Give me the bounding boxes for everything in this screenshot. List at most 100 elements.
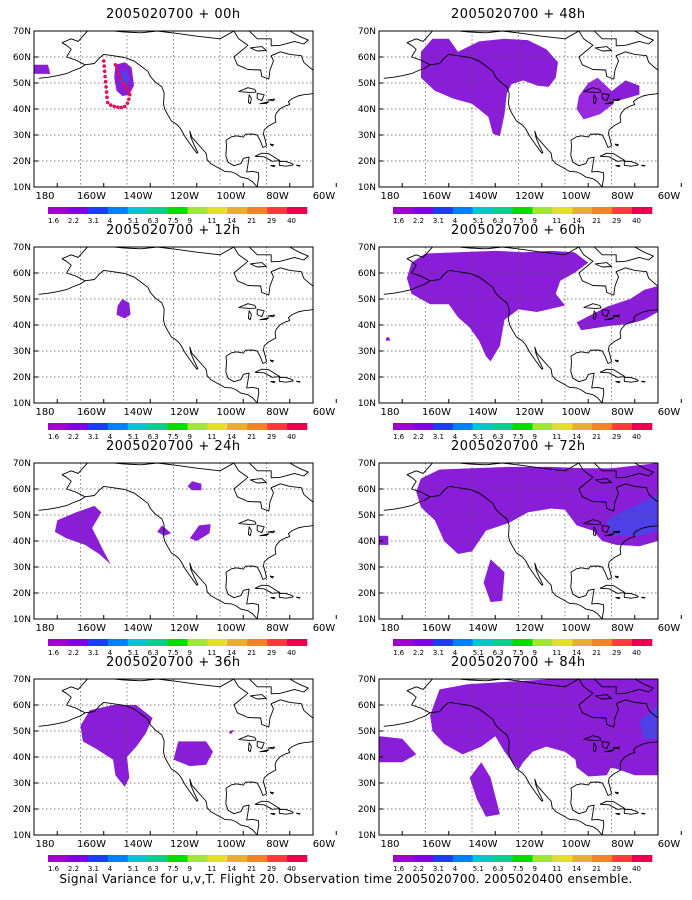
coastline [406,463,580,476]
coastline [570,524,658,619]
colorbar-swatch [48,855,69,862]
coastline [594,262,612,268]
coastline [225,524,313,619]
lon-label: 180 [35,623,54,634]
colorbar-label: 2.2 [68,649,79,657]
colorbar-swatch [67,639,89,646]
colorbar-label: 7.5 [168,217,179,225]
lat-label: 20N [358,157,376,167]
lat-label: 70N [358,675,376,685]
colorbar-label: 29 [612,217,621,225]
colorbar-label: 11 [552,433,561,441]
coastline [38,712,86,727]
coastline [578,31,658,80]
colorbar-label: 29 [612,649,621,657]
colorbar-swatch [472,207,493,214]
colorbar-swatch [393,855,414,862]
colorbar-swatch [632,639,653,646]
coastline [269,143,274,147]
colorbar-swatch [393,423,414,430]
lat-label: 70N [358,459,376,469]
colorbar-swatch [287,855,308,862]
colorbar-label: 3.1 [433,649,444,657]
coastline [249,262,267,268]
colorbar-label: 29 [612,433,621,441]
colorbar-label: 2.2 [68,865,79,873]
colorbar-swatch [227,423,248,430]
coastline [623,376,639,383]
lat-label: 30N [13,347,31,357]
coastline [38,280,86,295]
colorbar-label: 6.3 [493,649,504,657]
colorbar-label: 7.5 [513,217,524,225]
colorbar-label: 2.2 [413,649,424,657]
colorbar-swatch [552,639,573,646]
colorbar-label: 40 [632,217,641,225]
lon-label: 180 [35,191,54,202]
colorbar-label: 14 [227,649,236,657]
coastline [247,742,252,753]
lon-label: 160W [422,191,451,202]
coastline [406,258,417,274]
lon-label: 180 [380,623,399,634]
colorbar-label: 1.6 [393,649,405,657]
flight-track-point [113,63,118,67]
coastline [383,64,431,79]
colorbar-label: 5.1 [128,865,139,873]
lat-label: 20N [13,373,31,383]
colorbar-label: 4 [453,433,458,441]
coastline [593,679,654,695]
lon-label: 80W [611,191,634,202]
variance-area [483,559,505,603]
colorbar-label: 11 [552,865,561,873]
coastline [604,533,615,537]
coastline [249,694,267,700]
colorbar-swatch [492,207,513,214]
colorbar-swatch [612,423,633,430]
coastline [259,317,270,321]
coastline [278,376,294,383]
colorbar-swatch [287,207,308,214]
colorbar-label: 2.2 [68,217,79,225]
lat-label: 10N [358,831,376,841]
colorbar-label: 40 [287,433,296,441]
lat-label: 10N [13,183,31,193]
colorbar-label: 5.1 [128,433,139,441]
colorbar-swatch [187,855,208,862]
colorbar-swatch [167,423,188,430]
colorbar-swatch [612,855,633,862]
colorbar-label: 21 [592,217,601,225]
colorbar-swatch [432,639,454,646]
coastline [278,808,294,815]
colorbar-swatch [147,207,168,214]
coastline [612,314,621,318]
colorbar-swatch [67,207,89,214]
lat-label: 60N [13,701,31,711]
colorbar-swatch [127,207,148,214]
coastline [238,87,257,93]
coastline [383,496,431,511]
flight-track-point [103,79,108,84]
coastline [615,164,621,168]
lon-label: 160W [77,839,106,850]
colorbar-label: 11 [207,217,216,225]
coastline [225,740,313,835]
lat-label: 50N [13,295,31,305]
colorbar-swatch [532,423,553,430]
coastline [249,46,267,52]
coastline [315,79,329,91]
flight-track-point [127,92,132,97]
colorbar-label: 4 [108,433,113,441]
lat-label: 50N [13,79,31,89]
colorbar-label: 14 [572,865,581,873]
coastline [411,269,603,403]
colorbar-label: 4 [453,217,458,225]
lat-label: 70N [13,675,31,685]
coastline [267,98,276,102]
coastline [583,735,602,741]
lat-label: 50N [358,79,376,89]
lon-label: 180 [380,839,399,850]
lon-label: 120W [170,407,199,418]
coastline [411,53,603,187]
colorbar-label: 6.3 [148,433,159,441]
